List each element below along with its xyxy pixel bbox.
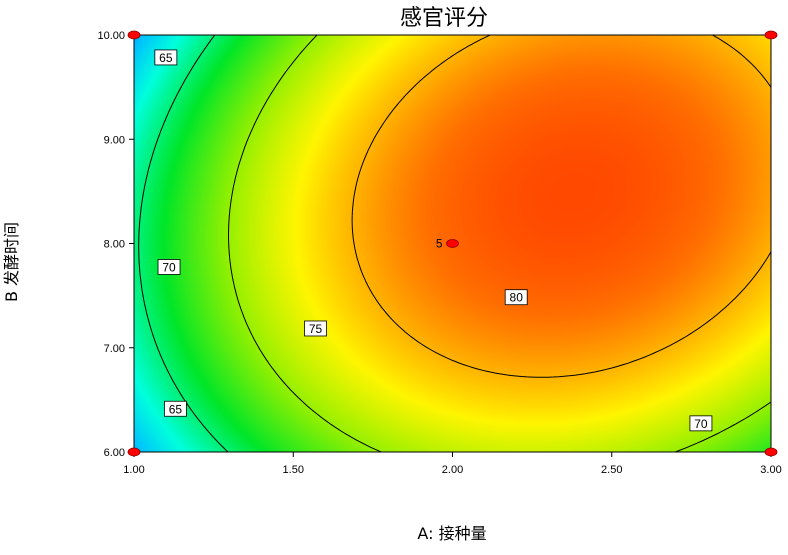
design-point bbox=[764, 30, 778, 40]
svg-text:70: 70 bbox=[162, 260, 176, 274]
contour-label: 70 bbox=[157, 259, 181, 275]
y-tick-label: 9.00 bbox=[104, 134, 125, 146]
design-point bbox=[127, 447, 141, 457]
contour-label: 65 bbox=[164, 400, 187, 417]
x-tick-label: 3.00 bbox=[760, 464, 781, 476]
contour-label: 80 bbox=[504, 289, 528, 306]
contour-line-70 bbox=[138, 35, 229, 452]
x-tick-label: 1.50 bbox=[283, 464, 304, 476]
x-tick-label: 2.00 bbox=[442, 464, 463, 476]
y-tick-label: 7.00 bbox=[104, 343, 125, 355]
design-points: 5 bbox=[127, 30, 778, 457]
svg-text:75: 75 bbox=[309, 322, 323, 336]
chart-title: 感官评分 bbox=[400, 6, 488, 31]
contour-line-80 bbox=[351, 35, 771, 378]
design-point bbox=[764, 447, 778, 457]
x-tick-label: 2.50 bbox=[601, 464, 622, 476]
design-point bbox=[446, 239, 459, 248]
contour-label: 65 bbox=[154, 49, 178, 66]
y-tick-label: 6.00 bbox=[104, 447, 125, 459]
svg-text:65: 65 bbox=[169, 402, 183, 416]
y-tick-label: 10.00 bbox=[97, 30, 125, 42]
contour-lines bbox=[134, 35, 771, 452]
plot-area bbox=[133, 34, 772, 453]
x-axis: 1.00 1.50 2.00 2.50 3.00 bbox=[123, 452, 782, 476]
svg-text:70: 70 bbox=[694, 417, 708, 431]
x-tick-label: 1.00 bbox=[123, 464, 144, 476]
contour-label: 70 bbox=[689, 415, 713, 432]
y-axis: 6.00 7.00 8.00 9.00 10.00 bbox=[97, 30, 134, 459]
svg-text:80: 80 bbox=[510, 291, 524, 305]
x-axis-label: A: 接种量 bbox=[417, 524, 486, 543]
design-point bbox=[127, 30, 141, 40]
contour-labels: 65 70 75 80 65 70 bbox=[154, 49, 713, 432]
design-point-label: 5 bbox=[436, 237, 443, 251]
contour-line-75 bbox=[228, 35, 771, 452]
y-axis-label: B 发酵时间 bbox=[2, 222, 21, 302]
svg-text:65: 65 bbox=[159, 51, 173, 65]
contour-label: 75 bbox=[304, 320, 327, 337]
y-tick-label: 8.00 bbox=[104, 239, 125, 251]
